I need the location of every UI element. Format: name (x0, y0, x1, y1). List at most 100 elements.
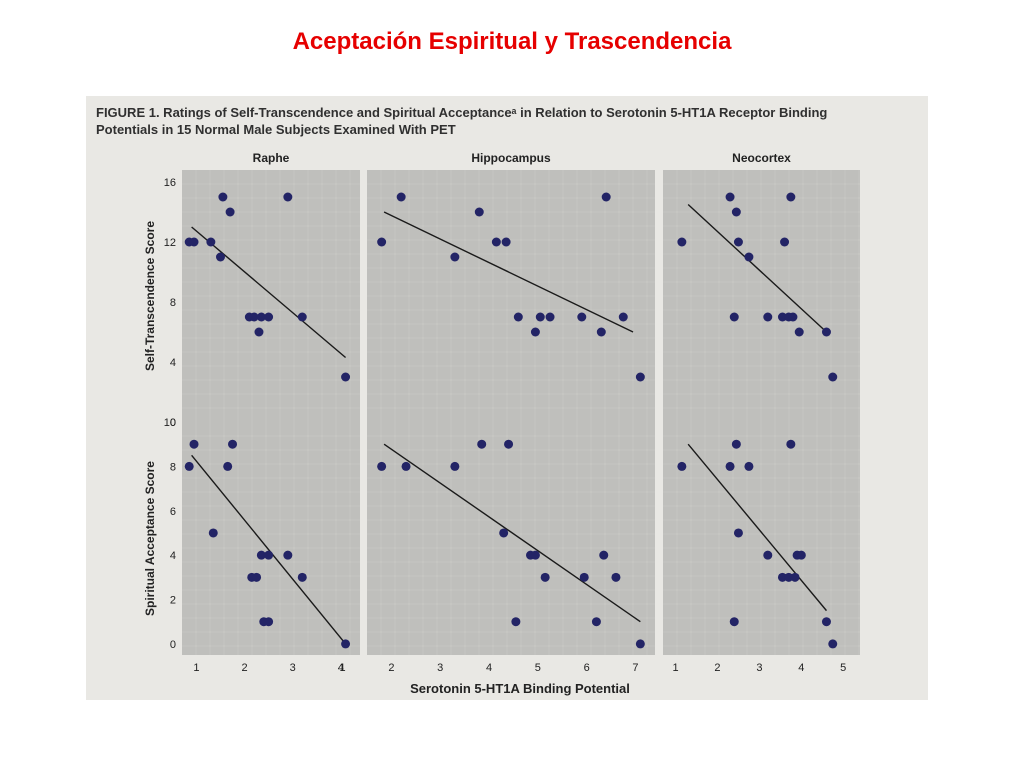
data-point (618, 312, 628, 322)
panel-3: Neocortex (663, 151, 860, 422)
slide-title: Aceptación Espiritual y Trascendencia (292, 28, 732, 55)
data-point (396, 192, 406, 202)
data-point (252, 572, 262, 582)
data-point (225, 207, 235, 217)
data-point (208, 528, 218, 538)
trend-line (191, 226, 347, 359)
data-point (731, 439, 741, 449)
y-tick-label: 12 (164, 237, 176, 249)
data-point (264, 617, 274, 627)
panel-1: Raphe 0 4 8 12 16 Self-Transcendence Score (143, 151, 360, 429)
y-tick-label: 6 (170, 506, 176, 518)
data-point (377, 237, 387, 247)
data-point (297, 312, 307, 322)
panel-2: Hippocampus (367, 151, 655, 422)
data-point (725, 461, 735, 471)
data-point (341, 372, 351, 382)
data-point (341, 639, 351, 649)
figure-caption-line-2: Potentials in 15 Normal Male Subjects Ex… (96, 122, 456, 137)
x-tick-label: 5 (535, 662, 541, 674)
panel-background (367, 422, 655, 655)
figure-caption-line-1: FIGURE 1. Ratings of Self-Transcendence … (96, 105, 828, 120)
data-point (256, 550, 266, 560)
data-point (744, 461, 754, 471)
data-point (744, 252, 754, 262)
data-point (256, 312, 266, 322)
data-point (725, 192, 735, 202)
y-tick-label: 2 (170, 595, 176, 607)
data-point (283, 550, 293, 560)
x-tick-label: 2 (714, 662, 720, 674)
x-axis-label: Serotonin 5-HT1A Binding Potential (410, 681, 630, 696)
y-tick-label: 16 (164, 177, 176, 189)
data-point (777, 312, 787, 322)
data-point (477, 439, 487, 449)
trend-line (383, 211, 634, 333)
data-point (249, 312, 259, 322)
x-tick-label: 1 (340, 662, 346, 674)
data-point (297, 572, 307, 582)
data-point (491, 237, 501, 247)
panel-5: 1 2 3 4 5 6 7 (340, 422, 655, 674)
data-point (189, 439, 199, 449)
data-point (189, 237, 199, 247)
y-tick-label: 10 (164, 417, 176, 429)
data-point (733, 528, 743, 538)
data-point (577, 312, 587, 322)
panel-6: 1 2 3 4 5 (663, 422, 860, 674)
data-point (535, 312, 545, 322)
data-point (821, 327, 831, 337)
data-point (635, 372, 645, 382)
data-point (501, 237, 511, 247)
data-point (786, 192, 796, 202)
x-tick-label: 1 (193, 662, 199, 674)
data-point (215, 252, 225, 262)
panel-background (182, 422, 360, 655)
data-point (264, 550, 274, 560)
data-point (579, 572, 589, 582)
data-point (206, 237, 216, 247)
y-tick-label: 0 (170, 417, 176, 429)
data-point (729, 617, 739, 627)
data-point (796, 550, 806, 560)
y-tick-label: 4 (170, 550, 176, 562)
data-point (530, 327, 540, 337)
data-point (777, 572, 787, 582)
data-point (218, 192, 228, 202)
data-point (283, 192, 293, 202)
data-point (786, 439, 796, 449)
x-tick-label: 4 (798, 662, 804, 674)
data-point (733, 237, 743, 247)
data-point (474, 207, 484, 217)
data-point (763, 312, 773, 322)
data-point (788, 312, 798, 322)
data-point (228, 439, 238, 449)
data-point (530, 550, 540, 560)
data-point (513, 312, 523, 322)
trend-line (687, 203, 827, 333)
data-point (540, 572, 550, 582)
trend-line (191, 454, 347, 645)
data-point (635, 639, 645, 649)
y-tick-label: 0 (170, 639, 176, 651)
x-tick-label: 3 (756, 662, 762, 674)
data-point (828, 639, 838, 649)
data-point (677, 461, 687, 471)
data-point (677, 237, 687, 247)
x-tick-label: 7 (632, 662, 638, 674)
x-tick-label: 3 (290, 662, 296, 674)
data-point (377, 461, 387, 471)
data-point (223, 461, 233, 471)
data-point (596, 327, 606, 337)
y-tick-label: 8 (170, 461, 176, 473)
x-tick-label: 2 (241, 662, 247, 674)
x-tick-label: 2 (388, 662, 394, 674)
y-axis-label: Self-Transcendence Score (143, 221, 157, 371)
data-point (828, 372, 838, 382)
y-tick-label: 8 (170, 297, 176, 309)
data-point (729, 312, 739, 322)
x-tick-label: 6 (584, 662, 590, 674)
data-point (601, 192, 611, 202)
data-point (545, 312, 555, 322)
